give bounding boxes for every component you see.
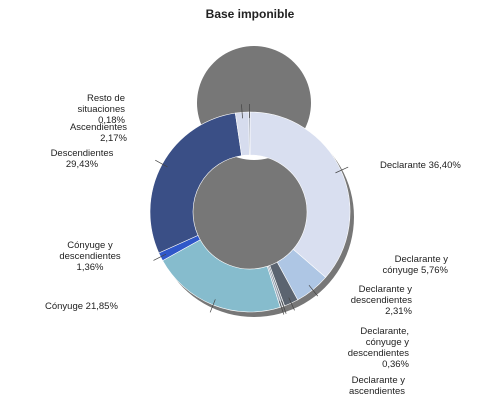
slice-resto-de-situaciones[interactable] — [248, 111, 251, 156]
leader-line-declarante — [335, 166, 349, 174]
slice-descendientes[interactable] — [149, 112, 242, 254]
chart-title: Base imponible — [206, 7, 295, 21]
slice-label-ascendientes: Ascendientes 2,17% — [70, 122, 128, 144]
slice-label-descendientes: Descendientes 29,43% — [51, 148, 114, 170]
leader-line-declarante-y-ascendientes — [279, 301, 285, 315]
slice-label-declarante-y-descendientes: Declarante y descendientes 2,31% — [351, 284, 413, 317]
slice-label-declarante: Declarante 36,40% — [380, 160, 461, 171]
leader-line-conyuge-y-descendientes — [153, 253, 167, 261]
slice-label-declarante-y-conyuge: Declarante y cónyuge 5,76% — [383, 254, 449, 276]
slice-label-conyuge: Cónyuge 21,85% — [45, 301, 118, 312]
leader-line-declarante-y-descendientes — [288, 297, 295, 311]
leader-lines-layer — [153, 103, 349, 315]
slices-layer — [149, 45, 354, 317]
leader-line-declarante-conyuge-y-descendientes — [281, 300, 287, 314]
slice-declarante[interactable] — [249, 111, 351, 278]
leader-line-ascendientes — [241, 104, 243, 119]
labels-layer: Declarante 36,40% Declarante y cónyuge 5,7… — [45, 93, 461, 397]
slice-label-declarante-y-ascendientes: Declarante y ascendientes — [349, 375, 405, 397]
slice-label-conyuge-y-descendientes: Cónyuge y descendientes 1,36% — [59, 240, 121, 273]
leader-line-declarante-y-conyuge — [308, 284, 319, 297]
leader-line-conyuge — [209, 299, 216, 313]
slice-label-declarante-conyuge-y-descendientes: Declarante, cónyuge y descendientes 0,36% — [348, 326, 410, 370]
slice-label-resto-de-situaciones: Resto de situaciones 0,18% — [77, 93, 125, 126]
leader-line-descendientes — [155, 159, 168, 168]
